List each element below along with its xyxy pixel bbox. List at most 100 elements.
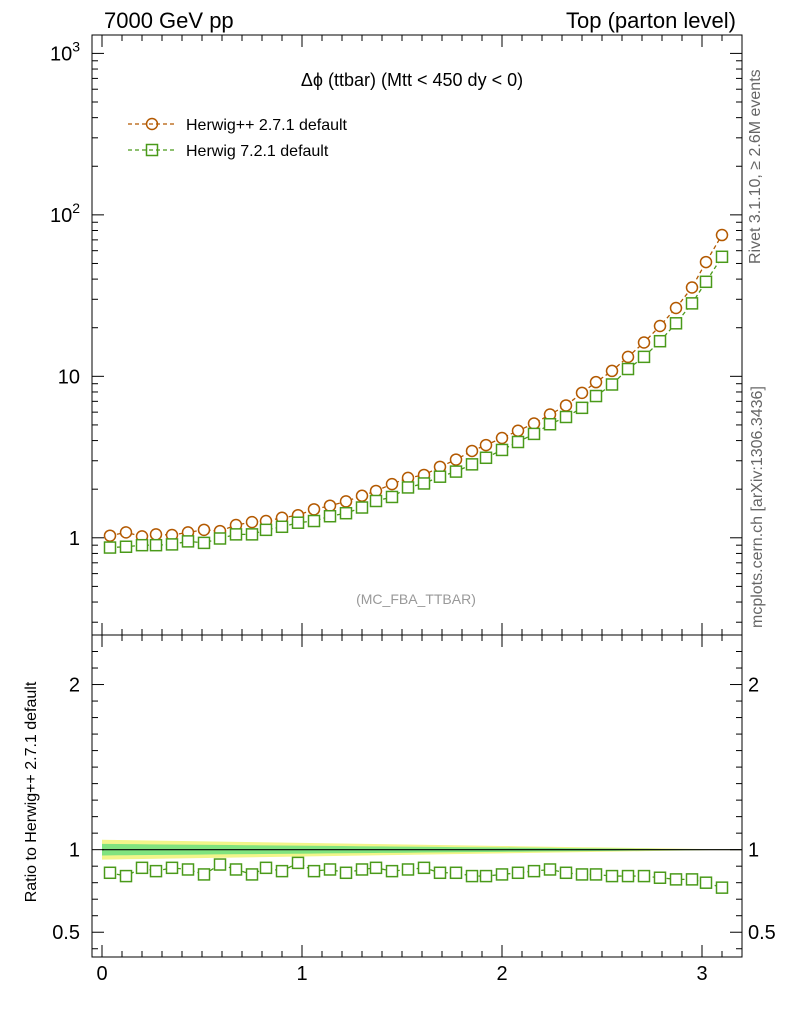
ratio-tick-label-left: 1 bbox=[69, 840, 80, 862]
data-point bbox=[637, 350, 651, 364]
data-point bbox=[685, 281, 699, 294]
ratio-point bbox=[135, 861, 149, 875]
x-axis-ticks: 0 1 2 3 bbox=[96, 35, 743, 985]
ratio-point bbox=[307, 864, 321, 878]
data-point bbox=[685, 297, 699, 310]
data-point bbox=[621, 350, 635, 364]
data-point bbox=[213, 532, 227, 545]
data-point bbox=[323, 509, 337, 523]
ratio-point bbox=[103, 866, 117, 880]
ratio-point bbox=[275, 864, 289, 878]
legend-marker-circle bbox=[145, 117, 159, 131]
ratio-point bbox=[685, 873, 699, 886]
ratio-panel: 0.5 0.5 1 1 2 2 Ratio to Herwig++ 2.7.1 defau… bbox=[23, 634, 776, 958]
ratio-point bbox=[653, 871, 667, 884]
ratio-point bbox=[119, 869, 133, 883]
ratio-point bbox=[527, 864, 541, 878]
series-line bbox=[109, 234, 723, 538]
ratio-point bbox=[369, 861, 383, 875]
y-tick-label: 10 bbox=[58, 366, 80, 388]
analysis-tag: (MC_FBA_TTBAR) bbox=[356, 591, 476, 607]
ratio-tick-label-right: 2 bbox=[748, 675, 759, 697]
ratio-series bbox=[103, 856, 729, 894]
ratio-point bbox=[669, 873, 683, 886]
ratio-point bbox=[181, 863, 195, 876]
ratio-tick-label-left: 2 bbox=[69, 675, 80, 697]
data-point bbox=[149, 538, 163, 552]
x-tick-label: 1 bbox=[296, 963, 307, 985]
x-tick-label: 0 bbox=[96, 963, 107, 985]
data-point bbox=[527, 417, 541, 430]
legend-marker-square bbox=[145, 143, 159, 157]
ratio-point bbox=[543, 863, 557, 876]
legend-entry-herwig7: Herwig 7.2.1 default bbox=[128, 143, 329, 160]
data-point bbox=[385, 477, 399, 491]
y-tick-label: 102 bbox=[50, 200, 80, 227]
ratio-tick-label-right: 1 bbox=[748, 840, 759, 862]
series-circle bbox=[103, 228, 729, 543]
series-line bbox=[109, 256, 723, 549]
data-point bbox=[559, 399, 573, 412]
data-point bbox=[197, 536, 211, 550]
mcplots-label: mcplots.cern.ch [arXiv:1306.3436] bbox=[749, 386, 766, 628]
chart-title: Δϕ (ttbar) (Mtt < 450 dy < 0) bbox=[301, 70, 523, 90]
data-point bbox=[715, 228, 729, 242]
ratio-point bbox=[165, 861, 179, 875]
series-square bbox=[103, 250, 729, 554]
ratio-point bbox=[355, 863, 369, 876]
data-point bbox=[669, 301, 683, 315]
ratio-point bbox=[575, 868, 589, 881]
x-tick-label: 3 bbox=[696, 963, 707, 985]
data-point bbox=[605, 378, 619, 391]
data-point bbox=[433, 470, 447, 483]
y-tick-label: 103 bbox=[50, 38, 80, 65]
ratio-point bbox=[259, 861, 273, 875]
ratio-point bbox=[621, 869, 635, 883]
data-point bbox=[653, 319, 667, 333]
ratio-point bbox=[589, 868, 603, 881]
data-point bbox=[715, 250, 729, 264]
data-point bbox=[149, 528, 163, 541]
data-point bbox=[401, 481, 415, 494]
data-point bbox=[495, 431, 509, 445]
data-point bbox=[449, 465, 463, 478]
ratio-point bbox=[229, 863, 243, 876]
ratio-point bbox=[511, 866, 525, 880]
main-axis-ticks: 1 10 102 103 bbox=[50, 38, 742, 623]
ratio-point bbox=[433, 866, 447, 880]
data-point bbox=[355, 489, 369, 503]
data-point bbox=[699, 255, 713, 269]
ratio-tick-label-left: 0.5 bbox=[52, 922, 80, 944]
data-point bbox=[527, 427, 541, 441]
ratio-point bbox=[291, 856, 305, 870]
rivet-label: Rivet 3.1.10, ≥ 2.6M events bbox=[747, 69, 764, 264]
data-point bbox=[589, 375, 603, 389]
data-point bbox=[511, 424, 525, 438]
ratio-point bbox=[605, 869, 619, 883]
ratio-point bbox=[149, 864, 163, 878]
data-point bbox=[259, 523, 273, 537]
data-point bbox=[165, 538, 179, 551]
ratio-point bbox=[213, 858, 227, 871]
data-point bbox=[589, 389, 603, 403]
ratio-point bbox=[417, 861, 431, 875]
ratio-point bbox=[401, 863, 415, 876]
ratio-point bbox=[699, 876, 713, 889]
legend-label-herwigpp: Herwig++ 2.7.1 default bbox=[186, 117, 348, 134]
data-point bbox=[653, 334, 667, 348]
data-point bbox=[465, 444, 479, 458]
data-point bbox=[307, 514, 321, 528]
data-point bbox=[181, 535, 195, 548]
data-point bbox=[135, 538, 149, 552]
ratio-point bbox=[197, 868, 211, 881]
ratio-panel-frame bbox=[91, 634, 743, 958]
data-point bbox=[323, 499, 337, 512]
legend-label-herwig7: Herwig 7.2.1 default bbox=[186, 143, 329, 160]
data-point bbox=[669, 317, 683, 330]
ratio-point bbox=[245, 868, 259, 881]
data-point bbox=[621, 362, 635, 376]
ratio-series-square bbox=[103, 856, 729, 894]
data-point bbox=[575, 386, 589, 400]
